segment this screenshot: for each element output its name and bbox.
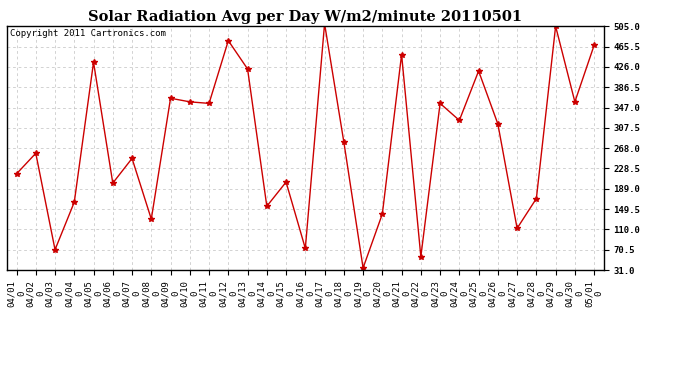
Title: Solar Radiation Avg per Day W/m2/minute 20110501: Solar Radiation Avg per Day W/m2/minute …	[88, 10, 522, 24]
Text: Copyright 2011 Cartronics.com: Copyright 2011 Cartronics.com	[10, 29, 166, 38]
